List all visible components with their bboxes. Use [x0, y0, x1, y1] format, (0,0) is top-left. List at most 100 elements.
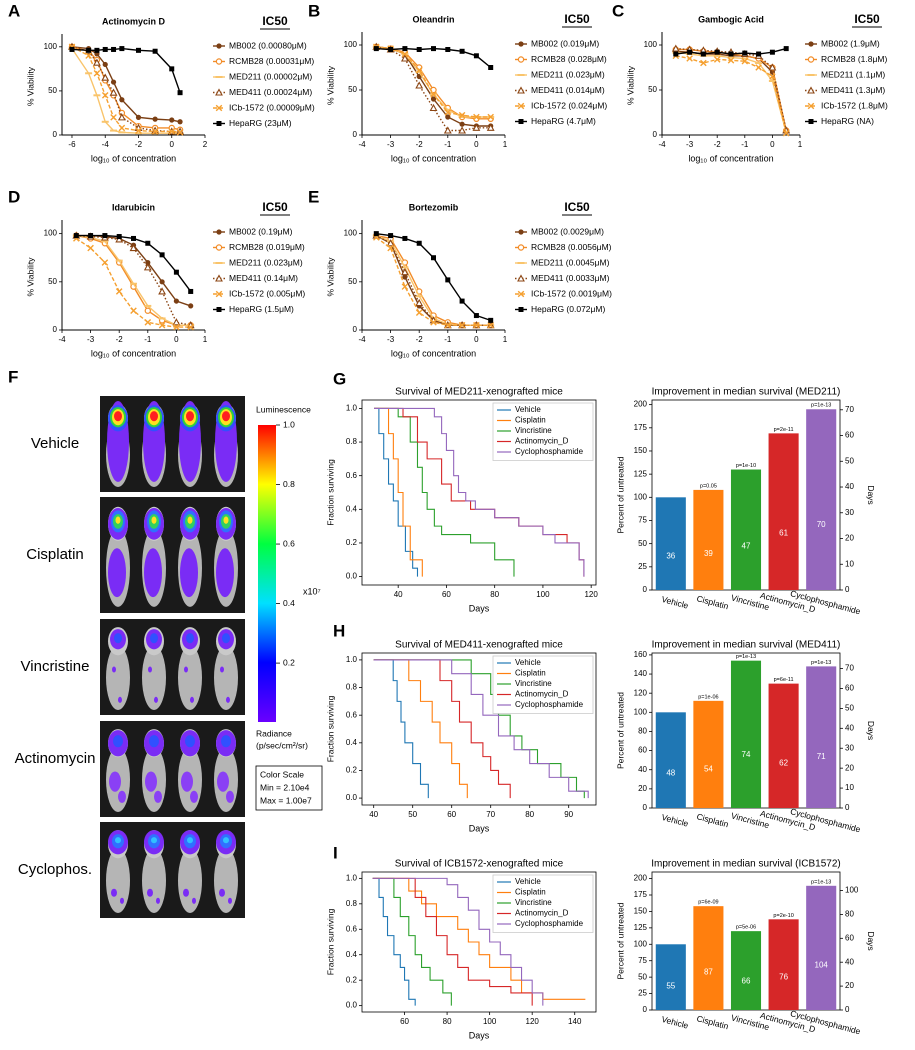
legend-label: ICb-1572 (1.8μM)	[821, 100, 888, 110]
bar	[806, 409, 837, 590]
legend-marker	[215, 104, 223, 112]
fit-line	[71, 47, 181, 93]
y-tick-label: 50	[638, 539, 647, 548]
survival-curve	[374, 407, 423, 577]
marker	[373, 46, 379, 52]
p-value: p=5e-06	[736, 925, 756, 931]
survival-curve	[372, 877, 544, 1006]
legend-marker	[517, 56, 525, 63]
marker	[85, 52, 92, 59]
marker	[145, 259, 151, 266]
x-tick-label: -4	[358, 140, 366, 149]
marker	[473, 313, 479, 319]
legend-label: MED211 (0.023μM)	[531, 69, 605, 79]
survival-curve	[373, 659, 429, 799]
x-tick-label: -4	[358, 335, 366, 344]
marker	[115, 259, 123, 262]
x-axis-label: Days	[469, 823, 490, 833]
marker	[144, 318, 152, 326]
y-tick-label: 40	[638, 765, 647, 774]
y-tick-label: 25	[638, 562, 647, 571]
y-tick-label: 50	[48, 86, 57, 95]
x-tick-label: Vehicle	[660, 812, 689, 829]
y-tick-label: 50	[348, 277, 357, 286]
x-tick-label: 80	[490, 590, 499, 599]
legend-title: IC50	[262, 200, 288, 214]
y2-tick-label: 0	[845, 803, 850, 812]
marker	[94, 47, 100, 53]
x-tick-label: Cisplatin	[696, 811, 730, 829]
legend-marker	[517, 262, 525, 264]
marker	[135, 47, 141, 53]
p-value: p=6e-11	[774, 677, 794, 683]
y2-tick-label: 40	[845, 957, 854, 966]
marker	[687, 49, 693, 55]
y-axis-label: % Viability	[325, 65, 335, 105]
bar-days-label: 36	[666, 552, 675, 561]
y-axis-label: % Viability	[325, 257, 335, 297]
y2-tick-label: 60	[845, 684, 854, 693]
marker	[458, 126, 467, 134]
x-tick-label: Vehicle	[660, 594, 689, 611]
marker	[727, 56, 735, 59]
colorbar	[258, 425, 276, 722]
marker	[459, 121, 465, 127]
signal	[215, 401, 237, 482]
marker	[169, 117, 175, 123]
legend-marker	[807, 74, 815, 76]
chart-title: Bortezomib	[409, 202, 459, 212]
survival-curve	[374, 407, 419, 577]
legend-label: MED411 (0.014μM)	[531, 85, 605, 95]
x-tick-label: 0	[170, 140, 175, 149]
p-value: p=6e-09	[698, 900, 718, 906]
bar-days-label: 48	[666, 769, 675, 778]
marker	[110, 129, 118, 132]
marker	[93, 69, 101, 77]
bar-days-label: 70	[817, 520, 826, 529]
x-tick-label: 40	[369, 810, 378, 819]
y-tick-label: 1.0	[346, 404, 358, 413]
legend-marker	[518, 119, 524, 124]
legend-marker	[517, 244, 525, 251]
marker	[109, 88, 118, 96]
x-tick-label: -3	[87, 335, 95, 344]
signal	[107, 401, 129, 482]
legend-label: MB002 (0.19μM)	[229, 226, 293, 236]
marker	[134, 132, 142, 135]
mouse-row	[100, 396, 245, 492]
legend-label: HepaRG (1.5μM)	[229, 304, 294, 314]
marker	[768, 63, 777, 71]
fit-line	[376, 46, 491, 127]
radiance-unit: (p/sec/cm²/sr)	[256, 740, 308, 750]
y-tick-label: 1.0	[346, 655, 358, 664]
marker	[443, 126, 452, 134]
marker	[117, 113, 126, 121]
legend-title: IC50	[564, 200, 590, 214]
bar	[806, 885, 837, 1010]
chart-title: Survival of ICB1572-xenografted mice	[395, 859, 564, 870]
x-tick-label: 80	[525, 810, 534, 819]
legend-label: Vincristine	[515, 426, 552, 435]
y-axis-label: % Viability	[25, 257, 35, 297]
y-tick-label: 50	[638, 972, 647, 981]
x-axis-label: log₁₀ of concentration	[91, 153, 176, 163]
survival-curve	[372, 877, 533, 1006]
marker	[487, 321, 494, 329]
fit-line	[675, 51, 787, 133]
x-tick-label: 140	[568, 1017, 582, 1026]
marker	[458, 321, 466, 329]
marker	[445, 277, 451, 283]
colorbar-tick-label: 0.4	[283, 598, 295, 608]
bar	[768, 433, 799, 590]
marker	[416, 47, 422, 52]
x-tick-label: -3	[387, 140, 395, 149]
marker	[783, 46, 789, 52]
legend-label: ICb-1572 (0.0019μM)	[531, 288, 612, 298]
y-tick-label: 120	[634, 688, 648, 697]
y2-axis-label: Days	[866, 485, 876, 504]
marker	[755, 64, 762, 71]
y-tick-label: 0.8	[346, 683, 358, 692]
marker	[102, 233, 108, 239]
marker	[188, 288, 194, 294]
row-label: Cyclophos.	[18, 861, 92, 878]
